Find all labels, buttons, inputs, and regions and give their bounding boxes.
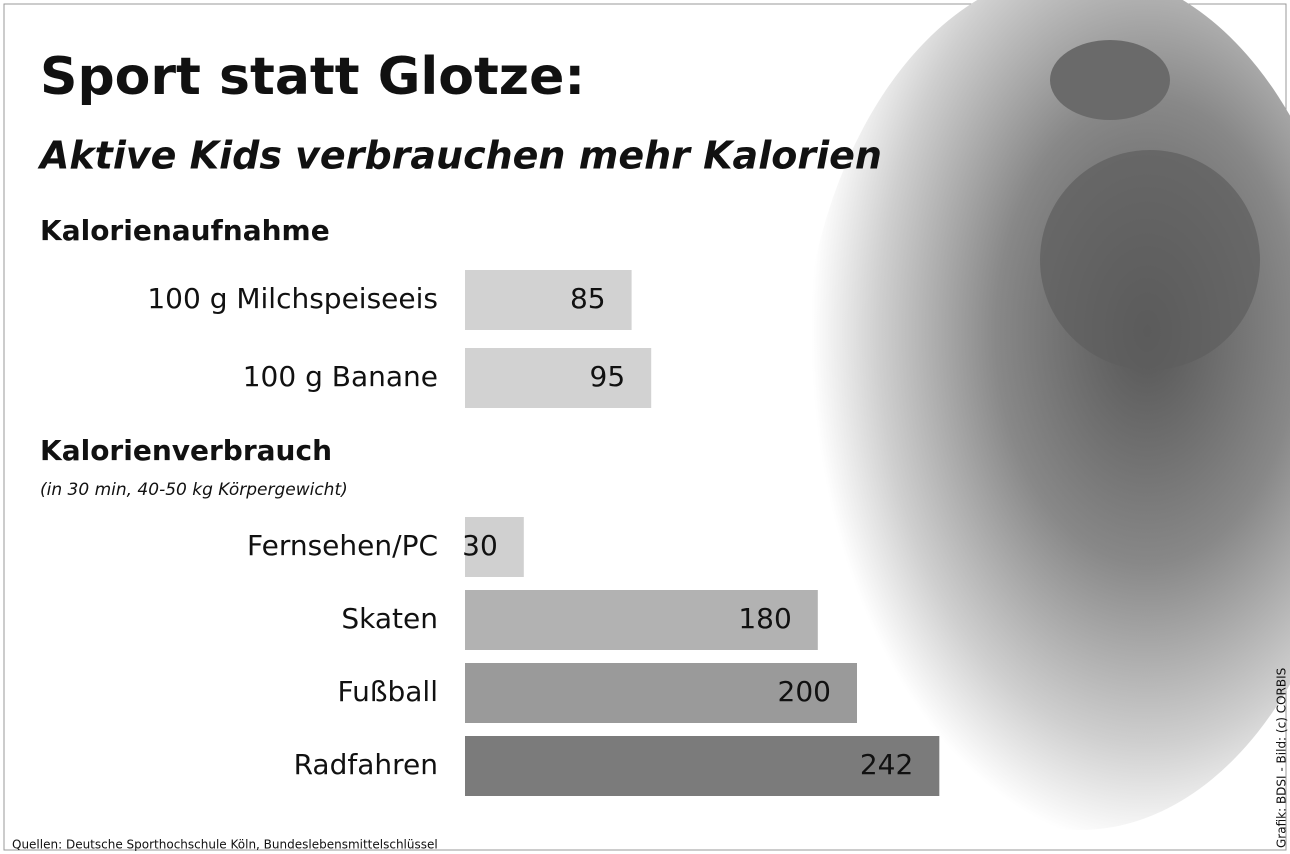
- value-label: 95: [590, 360, 626, 393]
- value-label: 200: [778, 675, 831, 708]
- credit: Grafik: BDSI - Bild: (c) CORBIS: [1275, 668, 1289, 848]
- section-title: Kalorienverbrauch: [40, 434, 332, 467]
- bar: [465, 736, 940, 796]
- bar: [465, 517, 524, 577]
- bar: [465, 663, 857, 723]
- subtitle: Aktive Kids verbrauchen mehr Kalorien: [37, 134, 882, 178]
- section-subtitle: (in 30 min, 40-50 kg Körpergewicht): [40, 480, 348, 500]
- value-label: 85: [570, 282, 606, 315]
- value-label: 242: [860, 748, 913, 781]
- category-label: 100 g Banane: [243, 360, 438, 393]
- bar: [465, 270, 632, 330]
- category-label: Skaten: [341, 602, 438, 635]
- category-label: Radfahren: [294, 748, 438, 781]
- source: Quellen: Deutsche Sporthochschule Köln, …: [12, 838, 438, 852]
- bar: [465, 590, 818, 650]
- bar: [465, 348, 652, 408]
- category-label: Fernsehen/PC: [247, 529, 438, 562]
- photo-helmet: [1050, 40, 1170, 120]
- section-title: Kalorienaufnahme: [40, 214, 330, 247]
- category-label: 100 g Milchspeiseeis: [147, 282, 438, 315]
- photo-body: [1040, 150, 1260, 370]
- category-label: Fußball: [338, 675, 438, 708]
- value-label: 30: [462, 529, 498, 562]
- value-label: 180: [738, 602, 791, 635]
- title: Sport statt Glotze:: [40, 47, 585, 107]
